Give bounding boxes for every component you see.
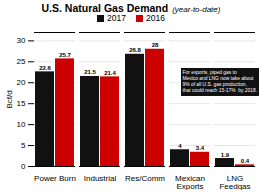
svg-text:1.9: 1.9 (221, 152, 230, 158)
svg-text:22.6: 22.6 (39, 65, 51, 71)
svg-text:30: 30 (17, 36, 26, 45)
svg-text:4: 4 (178, 143, 182, 149)
svg-text:LNGFeedgas: LNGFeedgas (219, 174, 250, 190)
svg-text:Bcf/d: Bcf/d (5, 90, 14, 108)
svg-text:Res/Comm: Res/Comm (125, 174, 165, 183)
svg-text:21.4: 21.4 (104, 70, 116, 76)
svg-text:25.7: 25.7 (59, 52, 71, 58)
html-text:U.S. Natural Gas Demand (year-: U.S. Natural Gas Demand (year-to-date) (41, 2, 221, 14)
svg-text:3.4: 3.4 (196, 145, 205, 151)
svg-text:MexicanExports: MexicanExports (175, 174, 205, 190)
svg-text:Power Burn: Power Burn (34, 174, 76, 183)
svg-text:21.5: 21.5 (84, 69, 96, 75)
html-text:2017: 2017 (107, 13, 126, 23)
svg-text:20: 20 (17, 78, 26, 87)
html-text:For exports, piped gas to Mexi: For exports, piped gas to Mexico and LNG… (182, 70, 257, 93)
svg-text:5: 5 (21, 141, 26, 150)
svg-text:0.4: 0.4 (241, 158, 250, 164)
svg-text:0: 0 (21, 162, 26, 171)
html-text:2016: 2016 (146, 13, 165, 23)
svg-text:28: 28 (152, 42, 159, 48)
svg-text:10: 10 (17, 120, 26, 129)
svg-text:26.8: 26.8 (129, 47, 141, 53)
svg-text:25: 25 (17, 57, 26, 66)
svg-text:15: 15 (17, 99, 26, 108)
svg-text:Industrial: Industrial (84, 174, 117, 183)
